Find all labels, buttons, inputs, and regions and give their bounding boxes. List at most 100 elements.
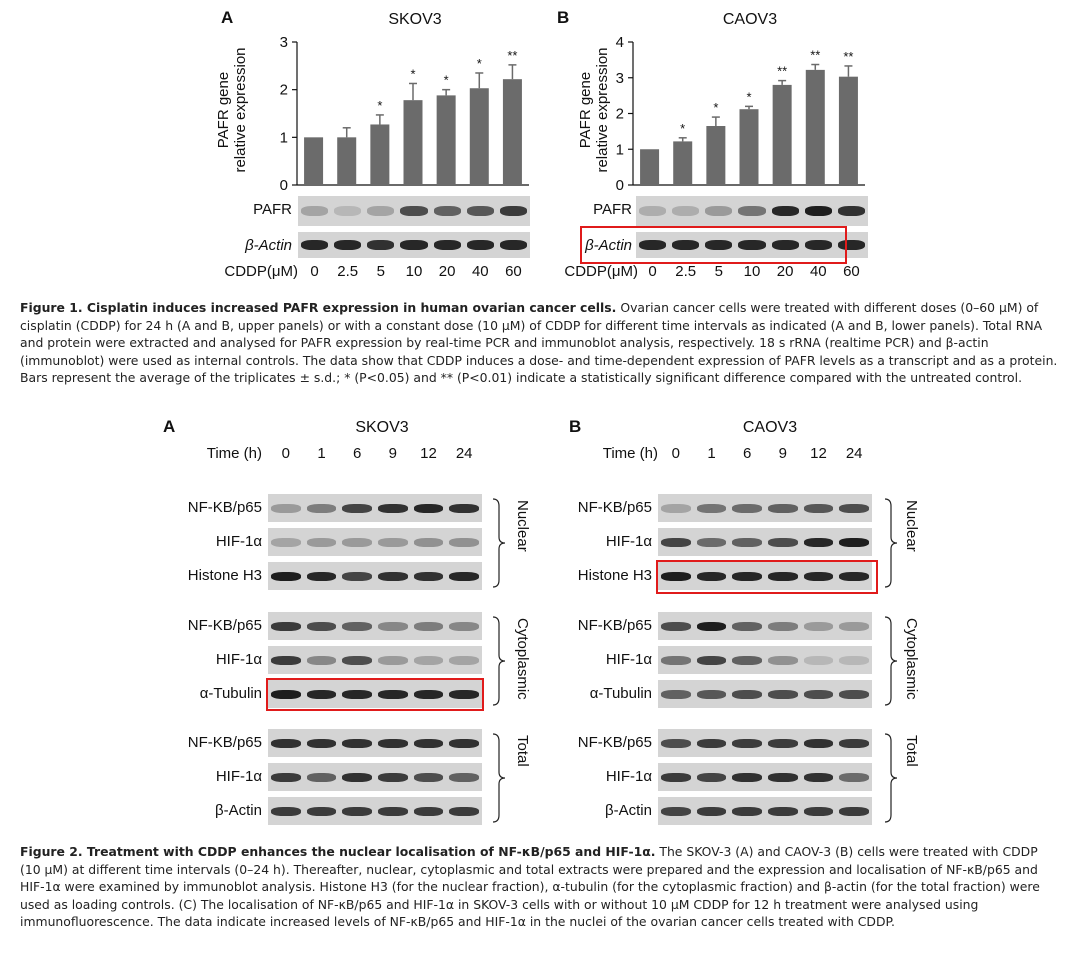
fraction-label: Total — [514, 735, 531, 767]
x-axis-label-1b: CDDP(μM) — [564, 263, 638, 280]
b-bar — [739, 109, 759, 185]
fig2-band — [306, 772, 337, 782]
figure-1-caption: Figure 1. Cisplatin induces increased PA… — [20, 299, 1062, 387]
fig2-band — [768, 806, 798, 816]
fig2-band — [306, 655, 337, 665]
fig2-band — [413, 503, 444, 513]
fig2-band — [306, 503, 337, 513]
b-significance-label: ** — [777, 64, 787, 79]
blot-strip — [658, 763, 872, 791]
conc-label: 5 — [376, 263, 386, 280]
panel-label-1a: A — [221, 8, 234, 27]
fig2-band — [271, 738, 301, 748]
time-label-2a: Time (h) — [206, 445, 262, 462]
time-label-2b: Time (h) — [602, 445, 658, 462]
b-bar — [673, 141, 693, 185]
pafr-b-band — [705, 206, 733, 216]
fig2-band — [342, 621, 372, 631]
fig2-band — [839, 571, 869, 581]
fig2-band — [271, 503, 301, 513]
fig2-band — [413, 689, 444, 699]
blot-strip — [658, 680, 872, 708]
fig2-band — [732, 655, 762, 665]
panel-title-skov3: SKOV3 — [355, 419, 409, 436]
b-significance-label: * — [680, 121, 685, 136]
conc-label: 0 — [310, 263, 319, 280]
fig2-band — [803, 806, 834, 816]
pafr-b-band — [738, 206, 766, 216]
fig2-band — [271, 806, 301, 816]
fig2-band — [732, 537, 762, 547]
fig2-band — [696, 621, 727, 631]
a-ytick-label: 0 — [280, 177, 288, 194]
pafr-a-band — [301, 206, 329, 216]
blot-strip — [268, 528, 482, 556]
fig2-band — [306, 738, 337, 748]
a-significance-label: ** — [507, 48, 517, 63]
fig2-band — [342, 772, 372, 782]
highlight-box-tubulin-a — [266, 678, 484, 711]
pafr-a-band — [367, 206, 395, 216]
blot-strip — [658, 562, 872, 590]
figure-1-caption-body: Ovarian cancer cells were treated with d… — [20, 300, 1058, 385]
fig2-band — [342, 571, 372, 581]
fig2-band — [732, 621, 762, 631]
blot-label-actin-a: β-Actin — [245, 237, 292, 254]
fig2-band — [271, 571, 301, 581]
time-point-label: 6 — [742, 445, 752, 462]
actin-a-band — [400, 240, 428, 250]
a-ytick-label: 3 — [280, 34, 288, 51]
highlight-box-actin-b — [580, 226, 847, 264]
fig2-band — [768, 655, 798, 665]
fig2-band — [732, 738, 762, 748]
blot-strip — [268, 680, 482, 708]
blot-strip — [658, 528, 872, 556]
b-ytick-label: 1 — [616, 141, 624, 158]
b-bar — [838, 76, 858, 185]
pafr-b-band — [639, 206, 667, 216]
blot-row-label: NF-KB/p65 — [577, 617, 652, 634]
brace-path — [492, 616, 506, 706]
time-point-label: 9 — [388, 445, 397, 462]
brace-path — [492, 498, 506, 588]
fig2-band — [768, 503, 798, 513]
fig2-band — [768, 537, 798, 547]
b-bar — [805, 69, 825, 185]
fig2-band — [449, 655, 479, 665]
pafr-a-band — [334, 206, 362, 216]
x-axis-label-1a: CDDP(μM) — [224, 263, 298, 280]
figure-2-caption-body: The SKOV-3 (A) and CAOV-3 (B) cells were… — [20, 844, 1040, 929]
blot-strip — [658, 612, 872, 640]
fig2-band — [696, 537, 727, 547]
fig2-band — [378, 503, 408, 513]
b-ytick-label: 4 — [616, 34, 624, 51]
group-brace — [884, 733, 898, 823]
fig2-band — [378, 806, 408, 816]
fig2-band — [768, 571, 798, 581]
fig2-band — [378, 537, 408, 547]
blot-strip — [658, 797, 872, 825]
panel-label-2a: A — [163, 417, 176, 436]
blot-strip — [658, 729, 872, 757]
group-brace — [884, 616, 898, 706]
fig2-band — [768, 772, 798, 782]
fig2-band — [413, 806, 444, 816]
fig2-band — [413, 772, 444, 782]
blot-strip — [268, 763, 482, 791]
fraction-label: Nuclear — [903, 500, 920, 552]
fig2-band — [342, 655, 372, 665]
b-ytick-label: 3 — [616, 70, 624, 87]
actin-b-band — [804, 240, 832, 250]
panel-label-1b: B — [557, 8, 570, 27]
fig2-band — [661, 621, 691, 631]
conc-label: 0 — [648, 263, 657, 280]
conc-label: 20 — [438, 263, 456, 280]
b-bar — [640, 149, 660, 185]
blot-label-actin-b: β-Actin — [585, 237, 632, 254]
fig2-band — [449, 738, 479, 748]
figure-1-caption-lead: Figure 1. Cisplatin induces increased PA… — [20, 300, 617, 315]
pafr-a-band — [499, 206, 527, 216]
a-bar — [502, 79, 522, 185]
